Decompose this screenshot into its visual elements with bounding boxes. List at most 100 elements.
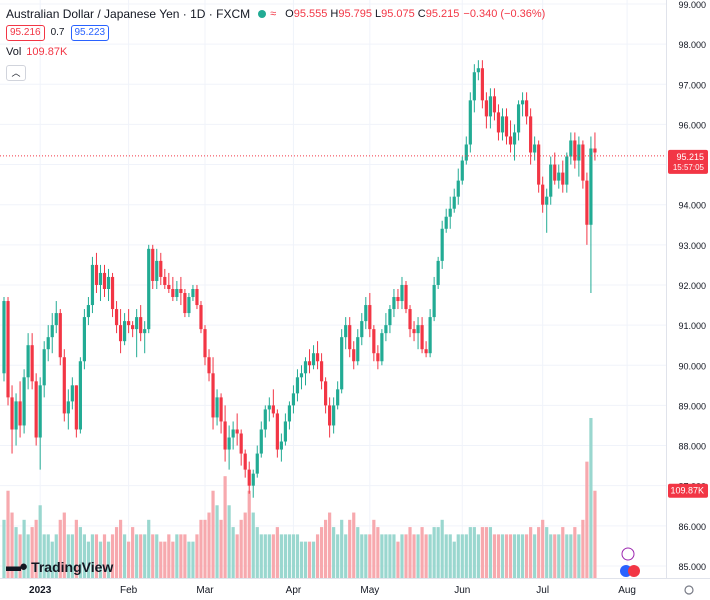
volume-bar bbox=[143, 534, 147, 578]
candle bbox=[416, 317, 420, 350]
event-flag-icon[interactable] bbox=[628, 565, 640, 577]
volume-bar bbox=[573, 527, 577, 578]
candle bbox=[484, 92, 488, 129]
candle bbox=[259, 421, 263, 458]
candle-body bbox=[356, 337, 360, 362]
volume-axis-label: 109.87K bbox=[670, 486, 704, 496]
candle bbox=[6, 297, 10, 406]
volume-bar bbox=[211, 490, 215, 578]
candle bbox=[480, 60, 484, 109]
buy-button[interactable]: 95.223 bbox=[70, 24, 110, 41]
candle bbox=[147, 244, 151, 334]
candle-body bbox=[171, 288, 175, 298]
candle bbox=[412, 321, 416, 342]
volume-bar bbox=[10, 512, 14, 578]
gear-icon[interactable] bbox=[684, 585, 694, 595]
volume-bar bbox=[179, 534, 183, 578]
candle bbox=[179, 276, 183, 306]
volume-bar bbox=[476, 534, 480, 578]
candle bbox=[577, 136, 581, 177]
candle-body bbox=[50, 325, 54, 338]
candle bbox=[106, 268, 111, 302]
volume-bar bbox=[340, 519, 344, 578]
candle bbox=[123, 313, 127, 346]
volume-bar bbox=[271, 534, 275, 578]
close-label: C bbox=[417, 7, 426, 20]
candle bbox=[267, 397, 271, 422]
candle-body bbox=[388, 309, 392, 326]
volume-bar bbox=[98, 541, 103, 578]
candle bbox=[167, 272, 171, 294]
candle-body bbox=[468, 100, 472, 145]
candle bbox=[86, 297, 91, 326]
volume-label[interactable]: Vol bbox=[6, 45, 22, 58]
candle-body bbox=[581, 144, 585, 181]
candle-body bbox=[396, 297, 400, 302]
candle-body bbox=[352, 349, 356, 362]
volume-bar bbox=[585, 461, 589, 578]
volume-bar bbox=[183, 534, 187, 578]
volume-bar bbox=[231, 527, 235, 578]
volume-bar bbox=[432, 527, 436, 578]
market-status-icon bbox=[258, 9, 267, 18]
volume-bar bbox=[22, 519, 26, 578]
candle bbox=[336, 381, 340, 410]
candle-body bbox=[412, 329, 416, 334]
volume-bar bbox=[82, 534, 86, 578]
candle bbox=[565, 152, 569, 193]
volume-bar bbox=[484, 527, 488, 578]
volume-bar bbox=[279, 534, 283, 578]
volume-bar bbox=[464, 534, 468, 578]
candle bbox=[428, 309, 432, 358]
volume-bar bbox=[344, 534, 348, 578]
high-label: H bbox=[330, 7, 339, 20]
candle-body bbox=[589, 148, 593, 225]
volume-bar bbox=[151, 534, 155, 578]
y-tick-label: 92.000 bbox=[678, 281, 706, 291]
candle bbox=[299, 365, 304, 390]
candle bbox=[432, 276, 436, 322]
candle-body bbox=[368, 305, 372, 330]
x-tick-label: May bbox=[360, 585, 379, 596]
candle-body bbox=[307, 361, 312, 366]
sell-button[interactable]: 95.216 bbox=[6, 24, 45, 41]
candle bbox=[516, 100, 521, 141]
volume-bar bbox=[207, 512, 211, 578]
brand-name: TradingView bbox=[31, 558, 114, 575]
candle bbox=[529, 108, 533, 165]
candle bbox=[82, 309, 86, 370]
volume-bar bbox=[118, 519, 123, 578]
volume-bar bbox=[259, 534, 263, 578]
candle bbox=[231, 421, 235, 450]
symbol-title[interactable]: Australian Dollar / Japanese Yen · 1D · … bbox=[6, 6, 251, 21]
candle bbox=[376, 345, 380, 370]
volume-bar bbox=[512, 534, 517, 578]
volume-bar bbox=[42, 534, 46, 578]
chevron-up-icon: ︿ bbox=[11, 68, 21, 78]
candle bbox=[239, 429, 243, 466]
volume-bar bbox=[533, 534, 537, 578]
candle-body bbox=[557, 172, 561, 181]
volume-bar bbox=[175, 534, 179, 578]
candle-body bbox=[460, 160, 464, 181]
candle bbox=[215, 389, 219, 426]
volume-bar bbox=[2, 519, 6, 578]
volume-bar bbox=[488, 527, 493, 578]
collapse-legend-button[interactable]: ︿ bbox=[6, 65, 26, 81]
volume-bar bbox=[70, 534, 74, 578]
candle bbox=[456, 168, 460, 205]
tradingview-brand[interactable]: ▬● TradingView bbox=[6, 558, 113, 575]
eye-wave-icon[interactable]: ≈ bbox=[270, 7, 277, 20]
volume-bar bbox=[307, 541, 312, 578]
volume-bar bbox=[380, 534, 384, 578]
lightning-icon[interactable] bbox=[621, 547, 635, 561]
candle-body bbox=[54, 313, 58, 326]
volume-bar bbox=[74, 519, 78, 578]
volume-bar bbox=[315, 534, 320, 578]
candle bbox=[171, 276, 175, 302]
volume-bar bbox=[589, 418, 593, 578]
candle bbox=[78, 357, 82, 434]
candle bbox=[155, 248, 159, 289]
candle-body bbox=[275, 413, 279, 450]
